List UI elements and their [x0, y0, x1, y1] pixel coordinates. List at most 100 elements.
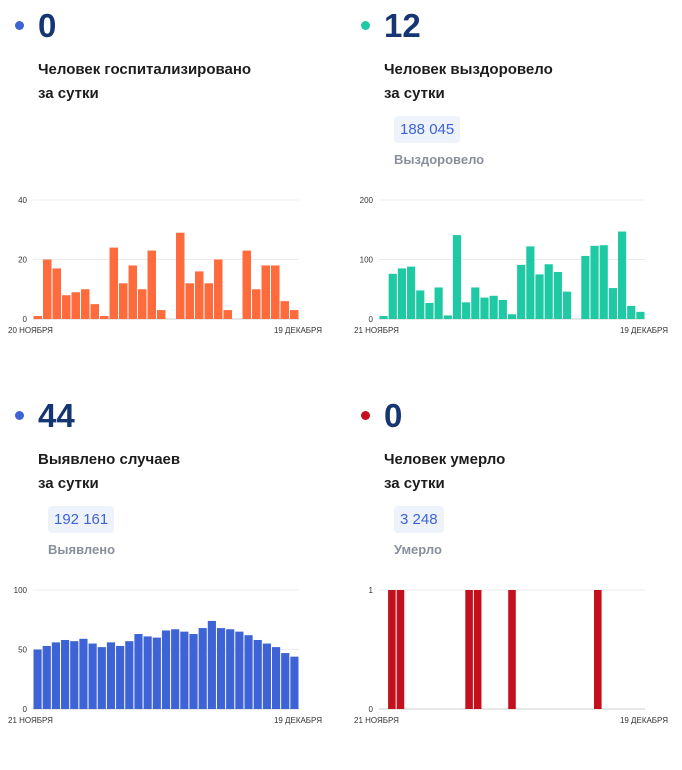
bar [553, 271, 562, 319]
recovered-chart: 0 100 200 21 НОЯБРЯ 19 ДЕКАБРЯ [354, 196, 668, 335]
y-tick-label: 0 [23, 315, 28, 324]
bar [544, 264, 553, 319]
recovered-total-badge: 188 045 [394, 116, 461, 143]
y-tick-label: 1 [369, 586, 374, 595]
bar [416, 290, 425, 319]
bar [253, 639, 262, 709]
recovered-caption-line1: Человек выздоровело [384, 61, 553, 78]
bar [489, 295, 498, 319]
x-end-label: 19 ДЕКАБРЯ [620, 716, 668, 725]
recovered-value: 12 [384, 7, 421, 44]
bar [535, 274, 544, 319]
bar [627, 305, 636, 319]
bar [195, 271, 204, 319]
hospitalized-caption: Человек госпитализировано за сутки [38, 58, 251, 106]
hospitalized-chart: 0 20 40 20 НОЯБРЯ 19 ДЕКАБРЯ [8, 196, 322, 335]
y-tick-label: 20 [18, 256, 27, 265]
bar [43, 259, 52, 319]
x-end-label: 19 ДЕКАБРЯ [274, 716, 322, 725]
deaths-panel: 0 Человек умерло за сутки 3 248 Умерло 0… [346, 390, 676, 770]
bar [507, 314, 517, 319]
bar [281, 653, 290, 709]
bar [252, 289, 261, 319]
y-tick-label: 200 [360, 196, 374, 205]
bar [280, 301, 289, 319]
bar [152, 637, 161, 709]
x-end-label: 19 ДЕКАБРЯ [620, 326, 668, 335]
x-start-label: 21 НОЯБРЯ [8, 716, 53, 725]
x-start-label: 20 НОЯБРЯ [8, 326, 53, 335]
bar [594, 590, 602, 709]
recovered-caption: Человек выздоровело за сутки [384, 58, 553, 106]
bar [271, 647, 281, 709]
bar [100, 316, 109, 319]
bar [157, 310, 166, 319]
bar [106, 642, 116, 709]
deaths-caption-line1: Человек умерло [384, 451, 506, 468]
bar [244, 635, 253, 709]
bar [271, 265, 280, 319]
y-tick-label: 0 [369, 705, 374, 714]
deaths-total-label: Умерло [394, 542, 442, 557]
bar [134, 634, 143, 709]
y-tick-label: 0 [369, 315, 374, 324]
bar [138, 289, 147, 319]
deaths-total-badge: 3 248 [394, 506, 444, 533]
bar [396, 590, 405, 709]
bar [207, 620, 216, 709]
bar [62, 295, 71, 319]
bar [562, 291, 572, 319]
y-tick-label: 100 [360, 256, 374, 265]
recovered-dot [361, 21, 370, 30]
hospitalized-panel: 0 Человек госпитализировано за сутки 0 20… [0, 0, 330, 380]
recovered-panel: 12 Человек выздоровело за сутки 188 045 … [346, 0, 676, 380]
bar [143, 636, 152, 709]
y-tick-label: 0 [23, 705, 28, 714]
bar [517, 264, 526, 319]
bar [526, 246, 535, 319]
bar [617, 231, 627, 319]
cases-chart: 0 50 100 21 НОЯБРЯ 19 ДЕКАБРЯ [8, 586, 322, 725]
hospitalized-caption-line2: за сутки [38, 85, 99, 102]
bar [52, 268, 61, 319]
bar [214, 259, 223, 319]
bar [608, 288, 617, 319]
deaths-value: 0 [384, 397, 403, 434]
bar [473, 590, 482, 709]
bar [434, 287, 443, 319]
cases-total-badge: 192 161 [48, 506, 115, 533]
bar [128, 265, 137, 319]
x-start-label: 21 НОЯБРЯ [354, 326, 399, 335]
cases-caption-line1: Выявлено случаев [38, 451, 181, 468]
bar [480, 297, 489, 319]
deaths-caption: Человек умерло за сутки [384, 448, 505, 496]
y-tick-label: 50 [18, 646, 27, 655]
bar [97, 647, 106, 709]
cases-caption: Выявлено случаев за сутки [38, 448, 180, 496]
hospitalized-value: 0 [38, 7, 57, 44]
bar [88, 643, 97, 709]
bar [397, 268, 407, 319]
recovered-total-label: Выздоровело [394, 152, 485, 167]
bar [290, 310, 299, 319]
bar [171, 629, 180, 709]
y-tick-label: 100 [14, 586, 28, 595]
bar [109, 247, 118, 319]
bar [590, 245, 599, 319]
cases-dot [15, 411, 24, 420]
bar [51, 642, 61, 709]
bar [388, 590, 396, 709]
cases-value: 44 [38, 397, 75, 434]
bar [235, 631, 244, 709]
bar [71, 292, 80, 319]
bar [242, 250, 251, 319]
bar [223, 310, 232, 319]
bar [599, 245, 608, 319]
bar [425, 302, 434, 319]
bar [180, 631, 189, 709]
y-tick-label: 40 [18, 196, 27, 205]
hospitalized-caption-line1: Человек госпитализировано [38, 61, 252, 78]
bar [388, 273, 397, 319]
bar [189, 634, 198, 709]
bar [116, 645, 125, 709]
